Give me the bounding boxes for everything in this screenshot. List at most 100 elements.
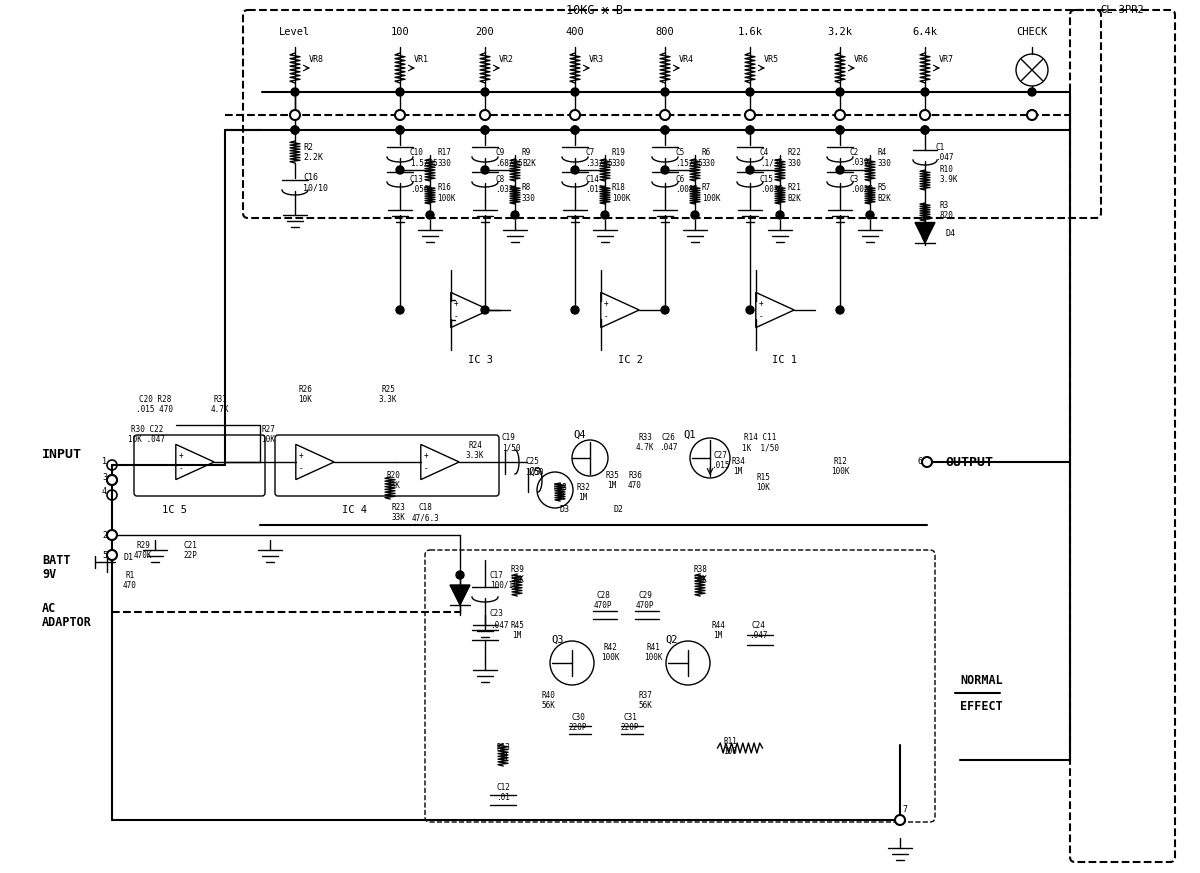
Text: 2.2K: 2.2K xyxy=(302,154,323,162)
Circle shape xyxy=(107,475,118,485)
Text: VR6: VR6 xyxy=(854,56,869,65)
Text: VR4: VR4 xyxy=(679,56,694,65)
Text: R17
330: R17 330 xyxy=(437,148,451,168)
Text: C7
.33/35: C7 .33/35 xyxy=(586,148,613,168)
Text: R19
330: R19 330 xyxy=(612,148,626,168)
Polygon shape xyxy=(450,585,470,605)
Text: R30 C22: R30 C22 xyxy=(131,425,163,435)
Circle shape xyxy=(290,110,300,120)
Text: R11: R11 xyxy=(724,738,737,746)
Text: R27: R27 xyxy=(262,425,275,435)
Text: +: + xyxy=(604,299,608,308)
Circle shape xyxy=(661,166,670,174)
Circle shape xyxy=(920,110,930,120)
Text: VR1: VR1 xyxy=(414,56,430,65)
Text: C28: C28 xyxy=(596,590,610,600)
Text: VR7: VR7 xyxy=(940,56,954,65)
Text: .015: .015 xyxy=(710,460,730,470)
Text: R23: R23 xyxy=(391,504,404,512)
Text: R22
330: R22 330 xyxy=(787,148,800,168)
Text: R10: R10 xyxy=(940,166,954,175)
Circle shape xyxy=(895,815,905,825)
Circle shape xyxy=(396,126,404,134)
Circle shape xyxy=(836,306,844,314)
Circle shape xyxy=(1028,88,1036,96)
Text: R40: R40 xyxy=(541,691,554,699)
Text: C24: C24 xyxy=(751,621,764,629)
Circle shape xyxy=(835,110,845,120)
Text: R8
330: R8 330 xyxy=(522,183,536,203)
Text: 10K .047: 10K .047 xyxy=(128,436,166,444)
Text: 1M: 1M xyxy=(733,468,743,477)
Text: +: + xyxy=(454,299,458,308)
Circle shape xyxy=(836,126,844,134)
Text: 220P: 220P xyxy=(620,724,640,732)
Text: Q5: Q5 xyxy=(529,467,541,477)
Text: 1K  1/50: 1K 1/50 xyxy=(742,443,779,452)
Text: R36: R36 xyxy=(628,471,642,479)
Text: C16: C16 xyxy=(302,174,318,182)
Circle shape xyxy=(481,306,490,314)
Text: R9
B2K: R9 B2K xyxy=(522,148,536,168)
Text: Level: Level xyxy=(280,27,311,37)
Text: 100K: 100K xyxy=(643,654,662,663)
Text: C19: C19 xyxy=(502,434,516,443)
Text: 1M: 1M xyxy=(498,753,508,762)
Text: 1C 5: 1C 5 xyxy=(162,505,187,515)
Text: R33: R33 xyxy=(638,434,652,443)
Circle shape xyxy=(1027,110,1037,120)
Circle shape xyxy=(922,88,929,96)
Circle shape xyxy=(660,110,670,120)
Text: 22P: 22P xyxy=(184,551,197,560)
Circle shape xyxy=(107,530,118,540)
Text: C13
.056: C13 .056 xyxy=(410,175,428,195)
Text: R45: R45 xyxy=(510,621,524,629)
Text: .047: .047 xyxy=(935,154,954,162)
Text: 820: 820 xyxy=(940,210,954,219)
Text: 1/50: 1/50 xyxy=(526,468,544,477)
Circle shape xyxy=(396,88,404,96)
Text: C6
.0082: C6 .0082 xyxy=(674,175,698,195)
Text: 1: 1 xyxy=(102,457,107,466)
Circle shape xyxy=(746,126,754,134)
Text: .047: .047 xyxy=(749,630,767,640)
Text: C17: C17 xyxy=(490,570,504,580)
Text: R43: R43 xyxy=(553,484,566,492)
Text: .015 470: .015 470 xyxy=(137,405,174,415)
Text: R44: R44 xyxy=(712,621,725,629)
Text: 1M: 1M xyxy=(578,493,588,503)
Text: INPUT: INPUT xyxy=(42,449,82,462)
Text: R32: R32 xyxy=(576,484,590,492)
Circle shape xyxy=(746,166,754,174)
Text: IC 4: IC 4 xyxy=(342,505,367,515)
Circle shape xyxy=(481,126,490,134)
Text: C12: C12 xyxy=(496,783,510,793)
Circle shape xyxy=(292,88,299,96)
Circle shape xyxy=(107,550,118,560)
Text: C3
.0022: C3 .0022 xyxy=(850,175,874,195)
Circle shape xyxy=(426,211,434,219)
Circle shape xyxy=(396,306,404,314)
Text: 1M: 1M xyxy=(512,630,522,640)
Text: 10K: 10K xyxy=(298,395,312,404)
Text: 100K: 100K xyxy=(601,654,619,663)
Circle shape xyxy=(571,126,580,134)
Text: C21: C21 xyxy=(184,540,197,549)
Text: EFFECT: EFFECT xyxy=(960,699,1003,712)
Circle shape xyxy=(922,457,932,467)
Circle shape xyxy=(481,88,490,96)
Text: R6
330: R6 330 xyxy=(702,148,716,168)
Text: R18
100K: R18 100K xyxy=(612,183,630,203)
Text: IC 2: IC 2 xyxy=(618,355,642,365)
Text: R34: R34 xyxy=(731,457,745,466)
Text: C30: C30 xyxy=(571,713,584,723)
Text: R26: R26 xyxy=(298,386,312,395)
Text: D3: D3 xyxy=(560,505,570,514)
Text: 7: 7 xyxy=(902,806,907,815)
Text: 4.7K: 4.7K xyxy=(636,443,654,452)
Text: R5
B2K: R5 B2K xyxy=(877,183,890,203)
Text: R4
330: R4 330 xyxy=(877,148,890,168)
Text: 1M: 1M xyxy=(607,480,617,490)
Text: 470: 470 xyxy=(124,581,137,589)
Text: C29: C29 xyxy=(638,590,652,600)
